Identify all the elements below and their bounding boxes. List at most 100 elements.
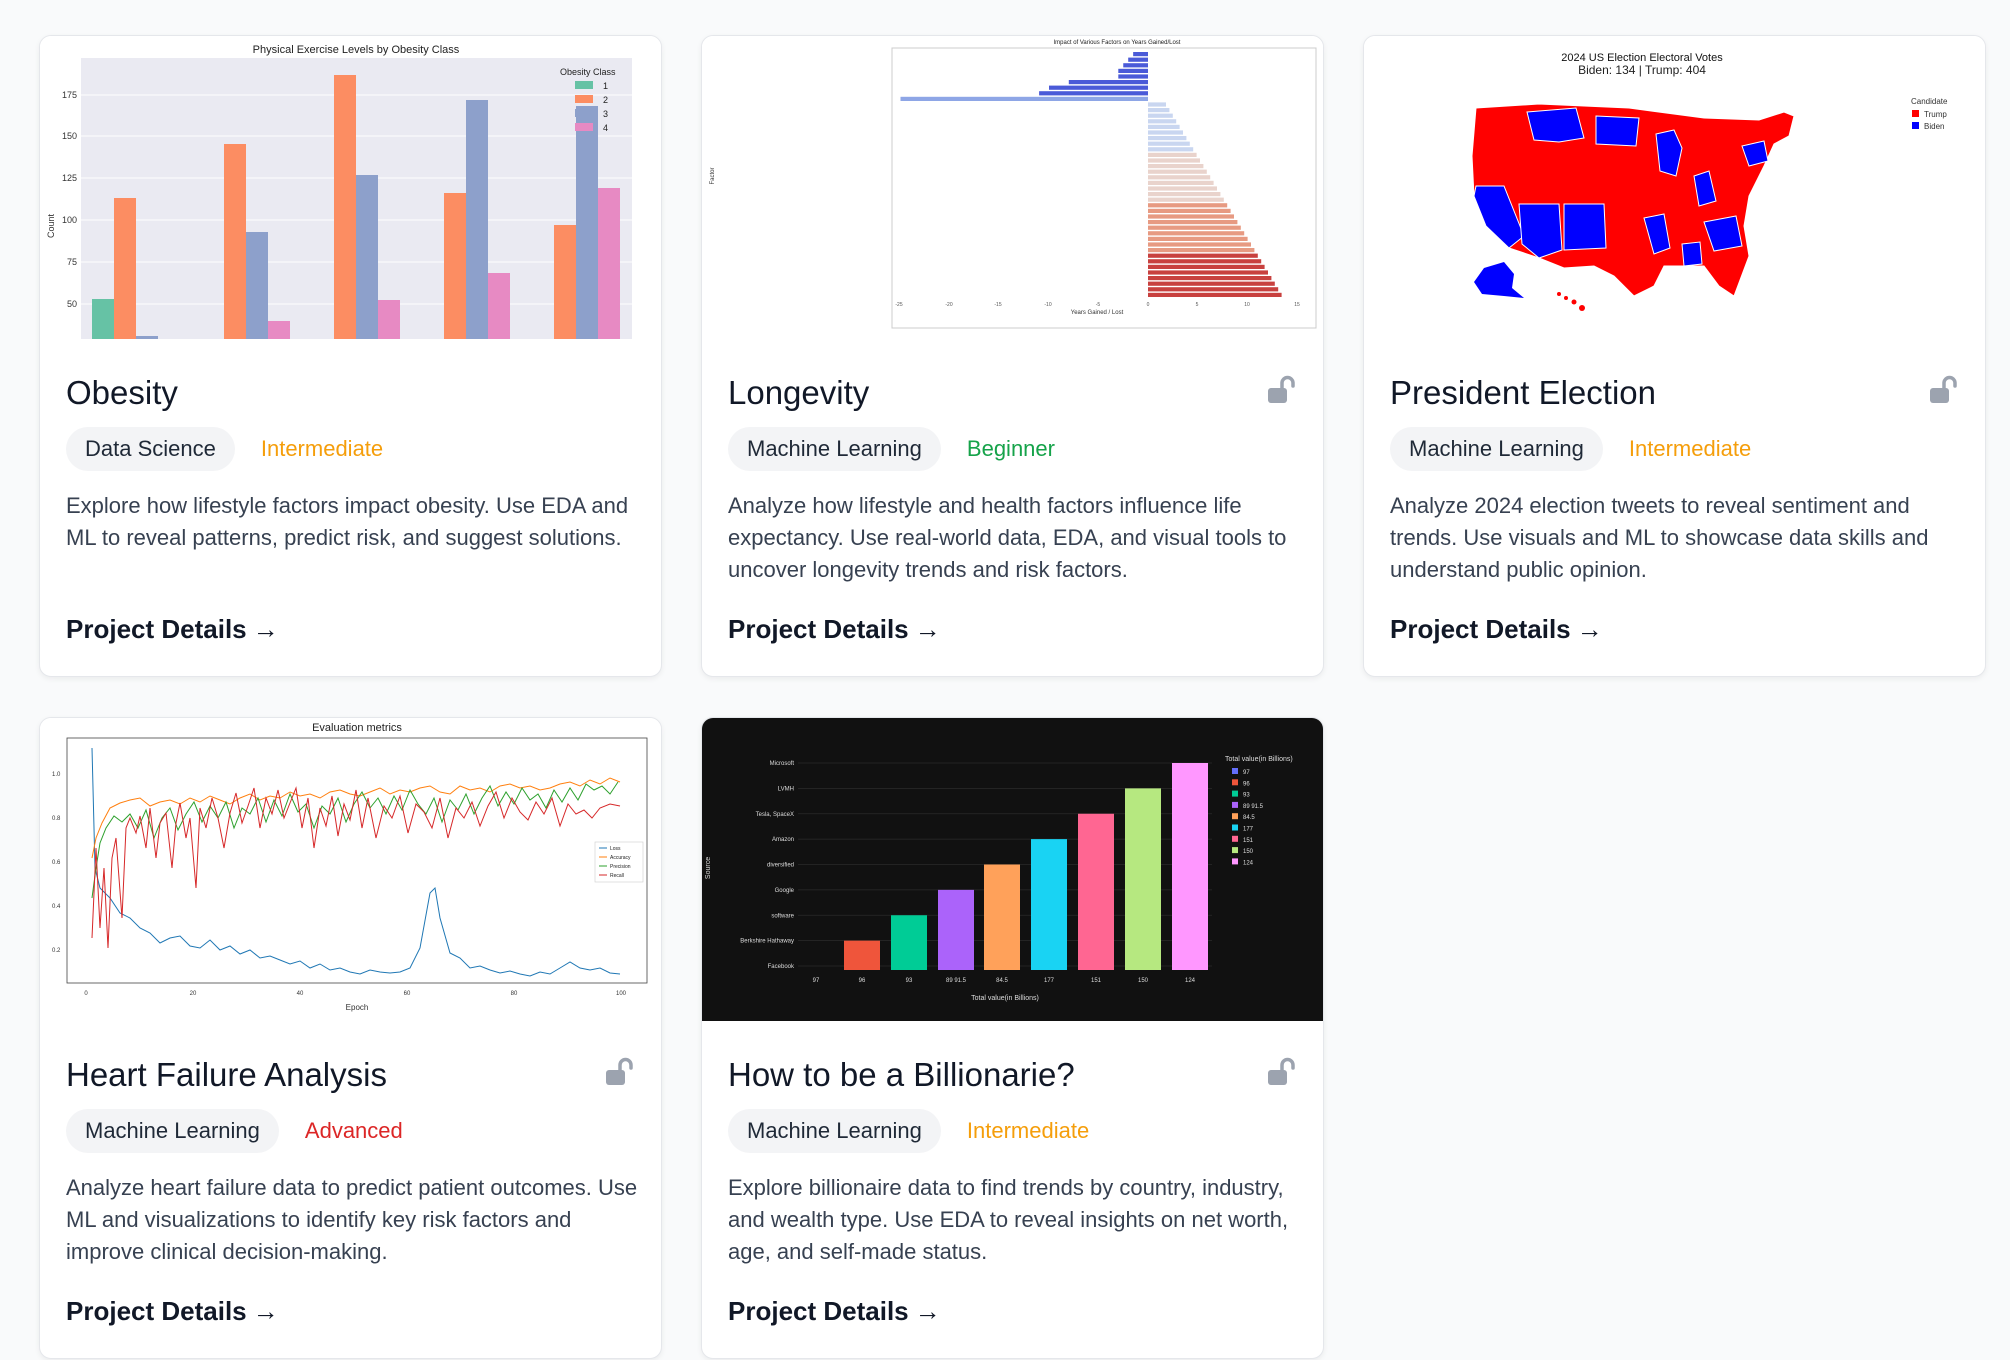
bar [1148, 102, 1166, 107]
legend-entry: Loss [610, 846, 621, 852]
map-hawaii [1579, 305, 1585, 311]
project-details-link[interactable]: Project Details → [728, 614, 941, 644]
chart-ylabel: Source [705, 857, 712, 879]
x-tick: 0 [1147, 302, 1150, 308]
category-label: Berkshire Hathaway [740, 939, 794, 945]
project-details-link[interactable]: Project Details → [66, 614, 279, 644]
chart-ylabel: Factor [710, 167, 716, 184]
bar [1148, 141, 1190, 146]
map-blue-region [1563, 203, 1607, 251]
project-details-link[interactable]: Project Details → [728, 1296, 941, 1326]
x-tick: -10 [1044, 302, 1051, 308]
y-tick: 50 [67, 299, 77, 309]
chart-title: Impact of Various Factors on Years Gaine… [1054, 40, 1181, 46]
y-tick: 0.2 [52, 948, 61, 954]
map-blue-region [1681, 241, 1703, 267]
bar [1133, 52, 1148, 57]
x-tick: 89 91.5 [946, 978, 967, 984]
bar [1049, 85, 1148, 90]
x-tick: 40 [297, 991, 304, 997]
card-tags: Machine Learning Beginner [728, 427, 1055, 471]
category-label: Facebook [768, 964, 795, 970]
project-details-link[interactable]: Project Details → [66, 1296, 279, 1326]
difficulty-label: Intermediate [260, 436, 384, 461]
x-tick: -5 [1096, 302, 1101, 308]
x-tick: -15 [994, 302, 1001, 308]
category-label: Google [775, 888, 795, 894]
project-card-obesity[interactable]: Physical Exercise Levels by Obesity Clas… [39, 35, 662, 677]
bar [1148, 276, 1272, 281]
y-tick: 125 [62, 173, 77, 183]
legend-entry: Recall [610, 873, 624, 879]
project-details-link[interactable]: Project Details → [1390, 614, 1603, 644]
project-card-billionaire[interactable]: Source Total value(in Billions) Total va… [701, 717, 1324, 1359]
category-badge: Data Science [66, 427, 235, 471]
bar [1118, 74, 1148, 79]
bar [984, 864, 1020, 970]
bar [1148, 119, 1177, 124]
project-card-president-election[interactable]: 2024 US Election Electoral Votes Biden: … [1363, 35, 1986, 677]
legend-swatch [1232, 847, 1238, 854]
y-tick: 0.4 [52, 904, 61, 910]
project-card-heart-failure[interactable]: Evaluation metrics 0.2 0.4 0.6 0.8 1.0 0… [39, 717, 662, 1359]
bar [1148, 186, 1217, 191]
project-card-longevity[interactable]: Impact of Various Factors on Years Gaine… [701, 35, 1324, 677]
bar [900, 96, 1148, 101]
difficulty-label: Intermediate [1628, 436, 1752, 461]
card-description: Analyze how lifestyle and health factors… [728, 493, 1287, 582]
legend-entry: 96 [1243, 781, 1250, 787]
x-tick: 96 [859, 978, 866, 984]
legend-entry: 150 [1243, 849, 1254, 855]
unlock-icon[interactable] [1927, 374, 1959, 406]
bar [891, 915, 927, 970]
difficulty-label: Beginner [966, 436, 1055, 461]
bar [1148, 225, 1241, 230]
x-tick: 80 [511, 991, 518, 997]
x-tick: 0 [84, 991, 88, 997]
y-tick: 1.0 [52, 772, 61, 778]
legend-entry: 177 [1243, 827, 1254, 833]
card-title: How to be a Billionarie? [728, 1056, 1075, 1093]
chart-title: 2024 US Election Electoral Votes [1561, 52, 1723, 64]
bar [1148, 253, 1258, 258]
bar [1148, 169, 1207, 174]
legend-swatch [1232, 813, 1238, 820]
legend-entry: 1 [603, 81, 608, 91]
bar [1128, 57, 1148, 62]
chart-ylabel: Count [46, 214, 56, 239]
bar [1148, 124, 1180, 129]
legend-entry: 84.5 [1243, 815, 1255, 821]
legend-swatch [1232, 790, 1238, 797]
bar [554, 225, 576, 339]
category-badge: Machine Learning [66, 1109, 279, 1153]
bar [576, 106, 598, 339]
bar [844, 940, 880, 970]
y-tick: 175 [62, 90, 77, 100]
unlock-icon[interactable] [1265, 1056, 1297, 1088]
difficulty-label: Intermediate [966, 1118, 1090, 1143]
arrow-right-icon: → [252, 1296, 279, 1326]
x-tick: 15 [1294, 302, 1300, 308]
x-tick: 93 [906, 978, 913, 984]
legend-title: Obesity Class [560, 67, 616, 77]
map-blue-region [1655, 129, 1683, 177]
bar [1148, 248, 1255, 253]
unlock-icon[interactable] [1265, 374, 1297, 406]
x-tick: 5 [1196, 302, 1199, 308]
map-blue-region [1741, 140, 1769, 167]
map-blue-region [1595, 115, 1640, 147]
card-description: Analyze 2024 election tweets to reveal s… [1390, 493, 1929, 582]
obesity-chart-thumbnail: Physical Exercise Levels by Obesity Clas… [40, 36, 661, 339]
x-tick: -20 [945, 302, 952, 308]
bar [1148, 270, 1268, 275]
bar [1039, 91, 1148, 96]
bar [268, 321, 290, 339]
series-line-loss [91, 747, 621, 977]
bar [1172, 763, 1208, 970]
arrow-right-icon: → [914, 1296, 941, 1326]
card-title: President Election [1390, 374, 1656, 411]
card-description: Explore how lifestyle factors impact obe… [66, 493, 629, 550]
category-label: Tesla, SpaceX [756, 812, 794, 818]
unlock-icon[interactable] [603, 1056, 635, 1088]
bar [1148, 259, 1262, 264]
